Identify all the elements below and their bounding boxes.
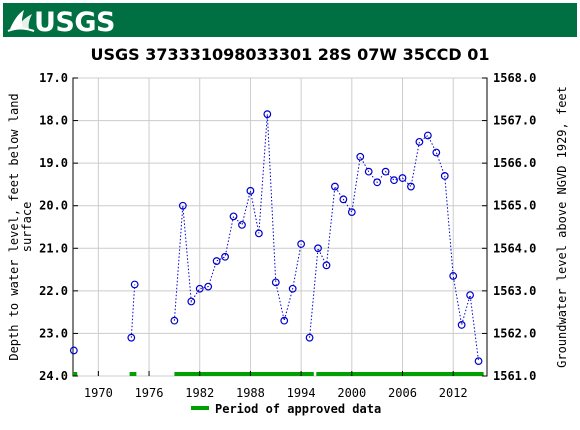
y-axis-left-label-line-1: Depth to water level, feet below land	[7, 93, 21, 360]
data-point	[373, 178, 382, 187]
data-point	[221, 252, 229, 261]
y-right-tick-label: 1568.0	[493, 71, 536, 85]
usgs-logo-icon	[7, 10, 35, 32]
y-right-axis-ticks: 1568.0 1567.0 1566.0 1565.0 1564.0 1563.0 1562…	[482, 71, 536, 383]
header-bar	[3, 3, 577, 37]
data-point	[415, 137, 424, 146]
y-left-tick-label: 24.0	[39, 369, 68, 383]
usgs-header: USGS	[3, 3, 577, 38]
y-right-tick-label: 1566.0	[493, 156, 536, 170]
legend-label: Period of approved data	[215, 402, 381, 416]
x-tick-label: 2000	[337, 386, 366, 400]
approved-periods	[73, 372, 484, 376]
data-point	[127, 333, 136, 342]
data-point	[297, 240, 306, 248]
data-point	[271, 278, 280, 287]
data-point	[305, 333, 314, 342]
x-tick-label: 2006	[388, 386, 417, 400]
data-point	[457, 321, 466, 329]
data-point	[339, 195, 348, 204]
y-right-tick-label: 1565.0	[493, 199, 536, 213]
series-line	[309, 134, 480, 362]
y-right-tick-label: 1564.0	[493, 241, 536, 255]
legend-swatch	[191, 406, 209, 410]
x-tick-label: 1994	[287, 386, 316, 400]
data-point	[280, 316, 289, 325]
approved-period-bar	[174, 372, 314, 376]
data-point	[212, 257, 221, 265]
data-point	[407, 182, 415, 191]
x-tick-label: 1982	[185, 386, 214, 400]
y-axis-left-label: Depth to water level, feet below land su…	[7, 93, 34, 360]
data-point	[263, 110, 272, 119]
data-point	[69, 346, 78, 355]
plot-area	[72, 77, 488, 377]
grid-lines	[73, 77, 487, 377]
data-point	[347, 208, 356, 217]
data-point	[398, 174, 407, 182]
y-left-tick-label: 20.0	[39, 199, 68, 213]
data-point	[331, 182, 339, 191]
data-point	[432, 148, 441, 157]
data-point	[246, 186, 255, 195]
y-left-tick-label: 23.0	[39, 326, 68, 340]
data-point	[364, 167, 373, 176]
data-point	[195, 284, 204, 293]
y-left-tick-label: 19.0	[39, 156, 68, 170]
data-point	[390, 176, 398, 185]
data-point	[178, 201, 187, 210]
y-left-axis-ticks: 17.0 18.0 19.0 20.0 21.0 22.0 23.0 24.0	[39, 71, 78, 383]
data-point	[170, 316, 179, 325]
data-point	[288, 284, 297, 293]
data-point	[254, 229, 263, 238]
usgs-logo-text: USGS	[34, 7, 115, 38]
data-point	[204, 282, 213, 291]
x-tick-label: 2012	[439, 386, 468, 400]
y-right-tick-label: 1562.0	[493, 326, 536, 340]
data-point	[466, 291, 475, 300]
y-right-tick-label: 1567.0	[493, 114, 536, 128]
x-axis-ticks: 1970 1976 1982 1988 1994 2000 2006 2012	[84, 371, 468, 400]
data-point	[440, 172, 449, 180]
series-line	[173, 114, 302, 321]
data-point	[187, 297, 196, 306]
x-tick-label: 1970	[84, 386, 113, 400]
y-left-tick-label: 17.0	[39, 71, 68, 85]
data-point	[449, 272, 458, 280]
y-right-tick-label: 1561.0	[493, 369, 536, 383]
approved-period-bar	[73, 372, 78, 376]
data-point	[130, 280, 139, 289]
y-right-tick-label: 1563.0	[493, 284, 536, 298]
x-tick-label: 1988	[236, 386, 265, 400]
data-point	[322, 261, 331, 270]
data-point	[229, 212, 238, 221]
data-point	[238, 220, 246, 229]
y-left-tick-label: 21.0	[39, 241, 68, 255]
approved-period-bar	[129, 372, 137, 376]
data-points	[69, 110, 483, 366]
y-axis-left-label-line-2: surface	[20, 202, 34, 253]
y-left-tick-label: 18.0	[39, 114, 68, 128]
data-point	[356, 152, 365, 161]
data-point	[381, 167, 390, 176]
data-point	[474, 357, 483, 366]
approved-period-bar	[316, 372, 484, 376]
x-tick-label: 1976	[135, 386, 164, 400]
legend: Period of approved data	[191, 402, 381, 416]
data-point	[314, 244, 322, 253]
chart-title: USGS 373331098033301 28S 07W 35CCD 01	[90, 45, 489, 64]
data-point	[423, 131, 432, 140]
y-left-tick-label: 22.0	[39, 284, 68, 298]
series-lines	[130, 114, 480, 362]
y-axis-right-label: Groundwater level above NGVD 1929, feet	[555, 86, 569, 368]
